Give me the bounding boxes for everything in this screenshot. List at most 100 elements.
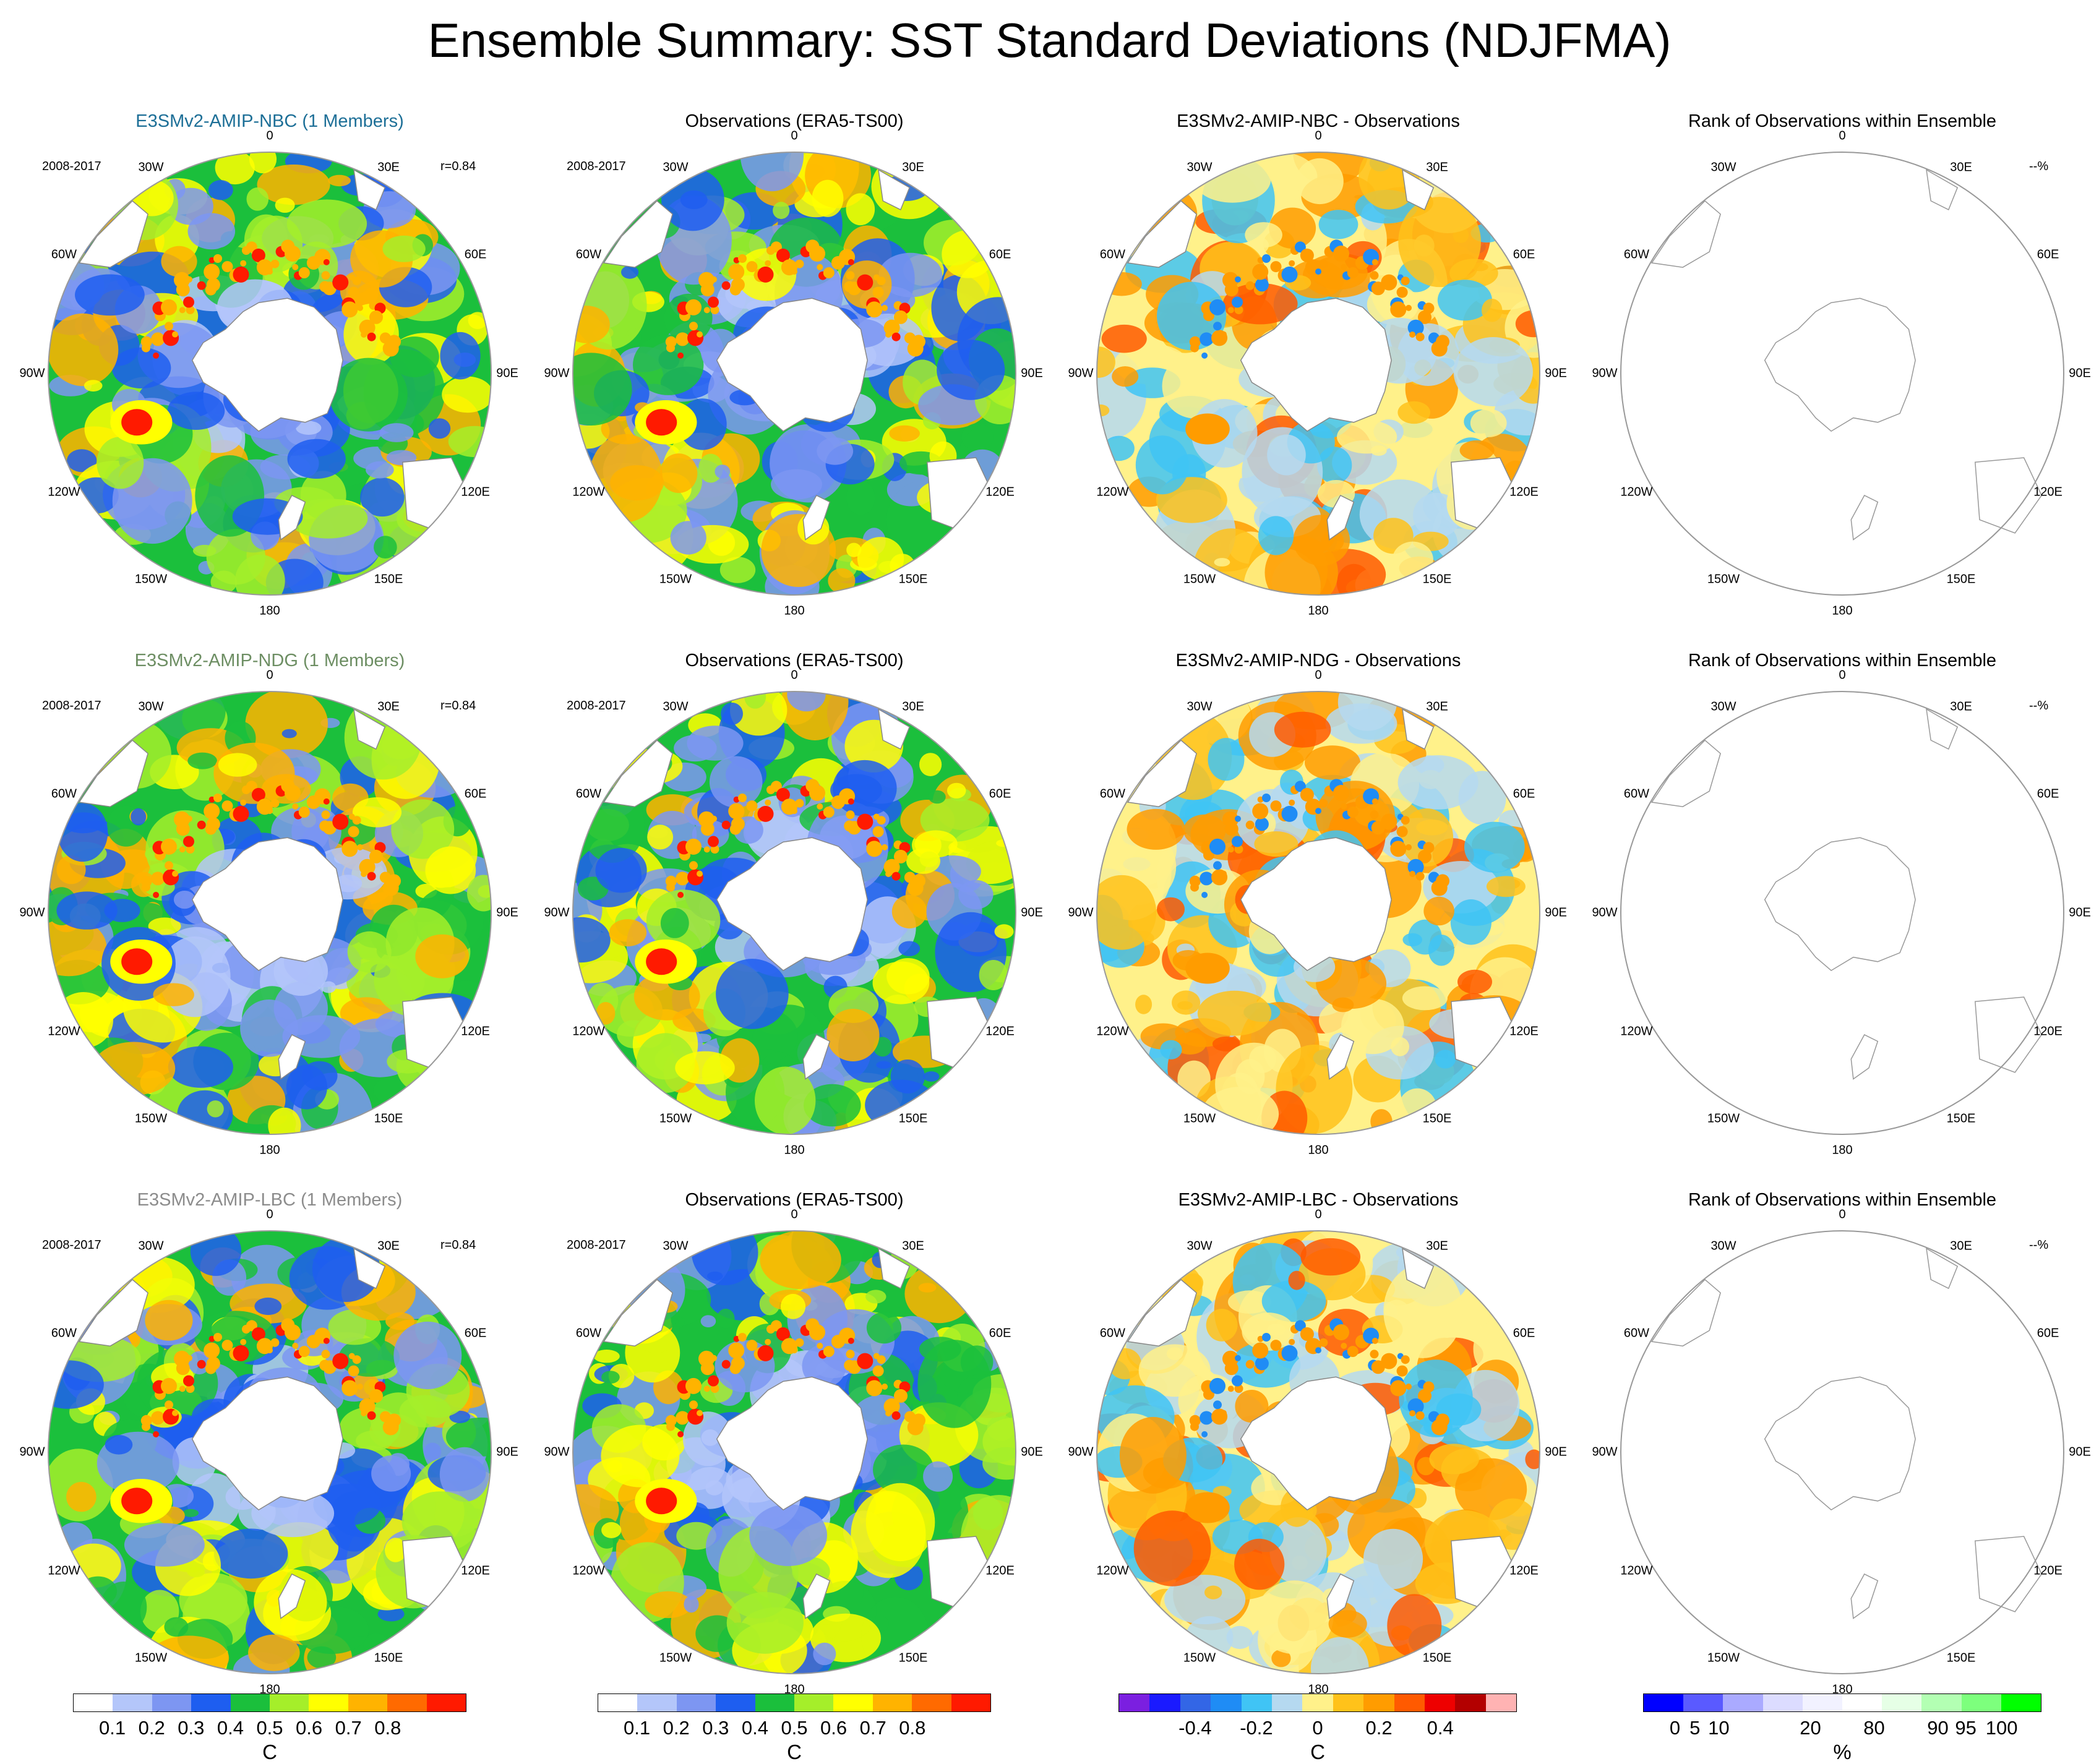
colorbar-swatch bbox=[348, 1694, 388, 1711]
colorbar-tick-label: 20 bbox=[1800, 1717, 1821, 1739]
lon-label: 60E bbox=[464, 787, 487, 801]
polar-map-rank bbox=[1620, 152, 2064, 596]
lon-label: 150E bbox=[1946, 572, 1976, 586]
lon-label: 120E bbox=[1509, 485, 1539, 499]
colorbar-swatch bbox=[1485, 1694, 1517, 1711]
lon-label: 150E bbox=[1422, 1111, 1452, 1126]
lon-label: 90E bbox=[1021, 906, 1043, 920]
colorbar-tick-label: 0.7 bbox=[859, 1717, 886, 1739]
colorbar-swatch bbox=[1211, 1694, 1242, 1711]
lon-label: 120E bbox=[1509, 1024, 1539, 1038]
lon-label: 120W bbox=[48, 485, 80, 499]
colorbar-swatch bbox=[833, 1694, 873, 1711]
lon-label: 120E bbox=[461, 485, 490, 499]
lon-label: 150E bbox=[374, 1651, 403, 1665]
lon-label: 30E bbox=[902, 160, 924, 174]
colorbar-tick-label: 0 bbox=[1669, 1717, 1681, 1739]
polar-map-obs bbox=[572, 691, 1016, 1135]
lon-label: 0 bbox=[266, 1207, 273, 1222]
lon-label: 90E bbox=[2069, 366, 2091, 380]
colorbar-swatch bbox=[387, 1694, 427, 1711]
lon-label: 180 bbox=[784, 1682, 805, 1697]
lon-label: 30W bbox=[1187, 700, 1213, 714]
lon-label: 120E bbox=[461, 1564, 490, 1578]
lon-label: 90W bbox=[544, 366, 570, 380]
colorbar-tick-label: 0 bbox=[1312, 1717, 1323, 1739]
lon-label: 30E bbox=[902, 700, 924, 714]
lon-label: 90W bbox=[19, 906, 45, 920]
lon-label: 30E bbox=[1426, 1239, 1448, 1253]
lon-label: 0 bbox=[1839, 1207, 1846, 1222]
lon-label: 120W bbox=[1620, 1024, 1653, 1038]
lon-label: 60E bbox=[2037, 247, 2059, 262]
colorbar-swatch bbox=[1241, 1694, 1272, 1711]
lon-label: 60E bbox=[1513, 247, 1535, 262]
colorbar-swatch bbox=[716, 1694, 755, 1711]
colorbar-swatch bbox=[1394, 1694, 1425, 1711]
lon-label: 0 bbox=[1315, 1207, 1322, 1222]
lon-label: 60E bbox=[1513, 787, 1535, 801]
polar-map-model bbox=[48, 152, 492, 596]
lon-label: 150W bbox=[1183, 1651, 1216, 1665]
lon-label: 60E bbox=[2037, 787, 2059, 801]
colorbar-tick-label: 100 bbox=[1985, 1717, 2018, 1739]
lon-label: 180 bbox=[1308, 604, 1329, 618]
lon-label: 120W bbox=[48, 1024, 80, 1038]
colorbar-tick-label: 0.8 bbox=[374, 1717, 401, 1739]
lon-label: 90E bbox=[496, 906, 518, 920]
lon-label: 150W bbox=[1707, 1111, 1740, 1126]
polar-map-model bbox=[48, 1230, 492, 1674]
lon-label: 90E bbox=[496, 1445, 518, 1459]
colorbar-tick-label: 95 bbox=[1955, 1717, 1977, 1739]
lon-label: 120W bbox=[1096, 1024, 1129, 1038]
colorbar-tick-label: -0.2 bbox=[1240, 1717, 1273, 1739]
lon-label: 150W bbox=[659, 1111, 692, 1126]
lon-label: 150W bbox=[659, 572, 692, 586]
colorbar-swatch bbox=[1723, 1694, 1763, 1711]
lon-label: 180 bbox=[259, 604, 280, 618]
panel-title-obs: Observations (ERA5-TS00) bbox=[685, 111, 904, 131]
colorbar-swatch bbox=[1683, 1694, 1723, 1711]
lon-label: 120W bbox=[1620, 485, 1653, 499]
lon-label: 60W bbox=[1623, 787, 1649, 801]
colorbar-sst: 0.1 0.2 0.3 0.4 0.5 0.6 0.7 0.8 C bbox=[598, 1693, 991, 1763]
colorbar-swatch bbox=[152, 1694, 192, 1711]
colorbar-swatch bbox=[1455, 1694, 1486, 1711]
period-label: 2008-2017 bbox=[567, 1238, 626, 1252]
panel-title-obs: Observations (ERA5-TS00) bbox=[685, 651, 904, 670]
period-label: 2008-2017 bbox=[42, 1238, 101, 1252]
colorbar-swatch bbox=[1762, 1694, 1803, 1711]
lon-label: 0 bbox=[791, 668, 798, 682]
lon-label: 0 bbox=[1315, 668, 1322, 682]
polar-map-diff bbox=[1096, 691, 1540, 1135]
colorbar-tick-label: 0.4 bbox=[741, 1717, 768, 1739]
lon-label: 120E bbox=[1509, 1564, 1539, 1578]
lon-label: 0 bbox=[266, 668, 273, 682]
lon-label: 90W bbox=[1068, 1445, 1094, 1459]
period-label: 2008-2017 bbox=[567, 699, 626, 713]
lon-label: 30W bbox=[663, 1239, 689, 1253]
lon-label: 30E bbox=[377, 160, 400, 174]
lon-label: 90E bbox=[496, 366, 518, 380]
lon-label: 150E bbox=[1946, 1651, 1976, 1665]
lon-label: 60W bbox=[1099, 1326, 1125, 1340]
lon-label: 150W bbox=[659, 1651, 692, 1665]
lon-label: 60E bbox=[464, 247, 487, 262]
lon-label: 30W bbox=[138, 1239, 164, 1253]
colorbar-unit-label: C bbox=[1310, 1740, 1325, 1763]
lon-label: 30E bbox=[1950, 160, 1972, 174]
colorbar-tick-label: 0.2 bbox=[138, 1717, 165, 1739]
colorbar-unit-label: C bbox=[787, 1740, 802, 1763]
lon-label: 60W bbox=[51, 1326, 77, 1340]
lon-label: 90W bbox=[19, 366, 45, 380]
colorbar-swatch bbox=[2001, 1694, 2041, 1711]
rank-percent-label: --% bbox=[2029, 1238, 2049, 1252]
colorbar-swatch bbox=[1644, 1694, 1684, 1711]
polar-map-rank bbox=[1620, 691, 2064, 1135]
lon-label: 150W bbox=[134, 1651, 168, 1665]
correlation-label: r=0.84 bbox=[440, 699, 476, 713]
polar-map-diff bbox=[1096, 152, 1540, 596]
colorbar-tick-label: 0.3 bbox=[178, 1717, 205, 1739]
colorbar-swatch bbox=[1921, 1694, 1962, 1711]
